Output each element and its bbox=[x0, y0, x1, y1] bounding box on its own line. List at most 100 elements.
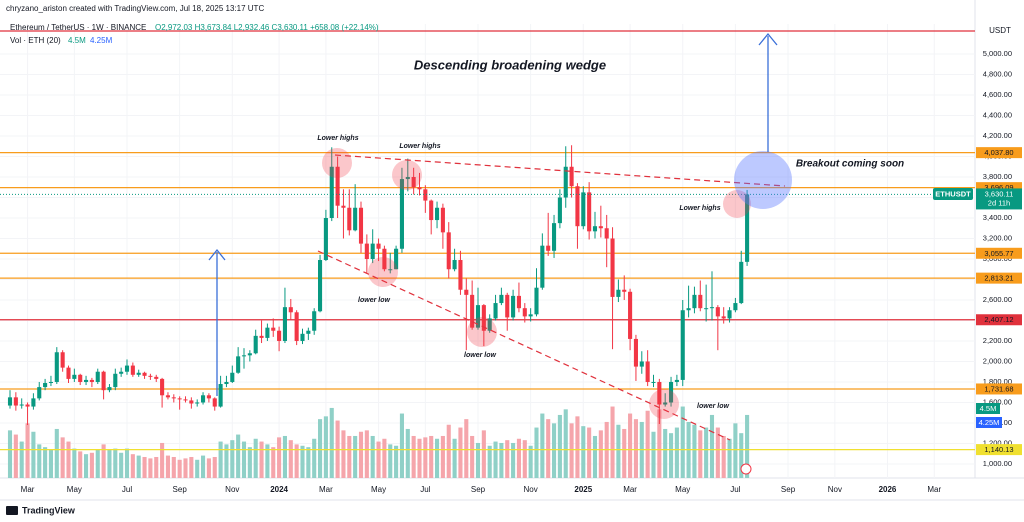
candle-body bbox=[107, 387, 112, 391]
candle-body bbox=[475, 305, 481, 328]
currency: USDT bbox=[989, 26, 1011, 35]
last-price-label: 3,630.11 bbox=[985, 189, 1014, 198]
level-label: 3,696.09 bbox=[984, 183, 1013, 192]
level-tag bbox=[976, 182, 1022, 194]
candle-body bbox=[288, 307, 293, 313]
annotation: lower low bbox=[358, 297, 390, 304]
x-tick-label: Mar bbox=[21, 485, 35, 494]
volume-bar bbox=[7, 430, 13, 478]
candle-body bbox=[119, 371, 124, 374]
volume-bar bbox=[37, 444, 42, 478]
x-tick-label: 2026 bbox=[879, 485, 897, 494]
volume-bar bbox=[25, 423, 30, 478]
candle-body bbox=[212, 398, 217, 407]
volume-bar bbox=[60, 437, 65, 478]
annotations: Descending broadening wedge Breakout com… bbox=[0, 4, 1024, 515]
candle-body bbox=[165, 395, 170, 398]
annotation: lower low bbox=[697, 403, 729, 410]
volume-bar bbox=[668, 433, 674, 478]
candle-body bbox=[142, 372, 147, 376]
candle-body bbox=[592, 226, 598, 232]
candle-body bbox=[663, 402, 668, 405]
x-tick-label: Mar bbox=[623, 485, 637, 494]
brand: TradingView bbox=[22, 505, 76, 515]
candle-body bbox=[440, 207, 445, 233]
arrow-head bbox=[758, 32, 778, 46]
volume-bar bbox=[236, 434, 241, 478]
candle-body bbox=[434, 207, 440, 221]
candle-body bbox=[48, 381, 53, 383]
candle-body bbox=[265, 327, 270, 338]
candle-body bbox=[622, 289, 627, 292]
candle-body bbox=[230, 372, 235, 382]
candle-body bbox=[13, 397, 18, 406]
candle-body bbox=[241, 355, 247, 357]
plot: 1,000.001,200.001,400.001,600.001,800.00… bbox=[0, 0, 1024, 494]
volume-bar bbox=[622, 428, 627, 478]
candle-body bbox=[551, 223, 557, 251]
volume-bar bbox=[130, 454, 135, 478]
candle-body bbox=[575, 186, 580, 227]
candle-body bbox=[347, 207, 352, 231]
candle-body bbox=[236, 356, 241, 373]
highlight bbox=[723, 190, 751, 218]
candle-body bbox=[312, 311, 317, 331]
candle-body bbox=[195, 402, 200, 404]
volume-bar bbox=[282, 435, 287, 478]
x-tick-label: May bbox=[371, 485, 386, 494]
volume-bar bbox=[522, 440, 527, 478]
candle-body bbox=[522, 308, 527, 317]
x-tick-label: Mar bbox=[927, 485, 941, 494]
candle-body bbox=[721, 316, 726, 319]
candle-body bbox=[505, 294, 510, 318]
candle-body bbox=[300, 333, 305, 341]
volume-bar bbox=[206, 458, 211, 478]
volume-bar bbox=[458, 427, 463, 478]
volume-bar bbox=[434, 438, 440, 478]
candle-body bbox=[177, 398, 182, 400]
candle-body bbox=[358, 207, 364, 244]
event-icon[interactable] bbox=[740, 463, 752, 475]
candle-body bbox=[487, 318, 492, 331]
volume-bar bbox=[440, 435, 445, 478]
annotation: lower low bbox=[464, 352, 496, 359]
x-tick-label: Nov bbox=[828, 485, 842, 494]
y-tick-label: 1,600.00 bbox=[983, 397, 1012, 406]
volume-bar bbox=[364, 430, 369, 478]
candle-body bbox=[148, 375, 153, 377]
volume-bar bbox=[651, 431, 656, 478]
volume-bar bbox=[288, 440, 293, 478]
y-tick-label: 1,000.00 bbox=[983, 459, 1012, 468]
volume-bar bbox=[294, 444, 299, 478]
candle-body bbox=[253, 335, 258, 354]
volume-bar bbox=[733, 423, 738, 478]
candle-body bbox=[604, 228, 609, 239]
highlight bbox=[392, 160, 422, 190]
candle-body bbox=[417, 187, 422, 190]
y-tick-label: 2,000.00 bbox=[983, 356, 1012, 365]
volume-bar bbox=[160, 442, 165, 478]
x-tick-label: Nov bbox=[524, 485, 538, 494]
volume-tag-text: 4.5M bbox=[980, 404, 997, 413]
level-label: 2,813.21 bbox=[984, 274, 1013, 283]
candle-body bbox=[364, 243, 369, 259]
level-label: 2,407.12 bbox=[984, 315, 1013, 324]
candle-body bbox=[60, 352, 65, 368]
volume-bar bbox=[745, 414, 750, 478]
candle-body bbox=[499, 294, 504, 304]
candle-body bbox=[282, 307, 287, 341]
volume-bar bbox=[218, 441, 223, 478]
volume-bar bbox=[388, 444, 393, 478]
candle-body bbox=[715, 307, 720, 317]
volume-bar bbox=[657, 409, 662, 478]
candle-body bbox=[598, 226, 603, 229]
volume-bar bbox=[154, 456, 159, 478]
candle-body bbox=[7, 397, 13, 406]
volume-bar bbox=[72, 448, 77, 478]
candle-body bbox=[587, 192, 592, 232]
candle-body bbox=[31, 398, 36, 407]
volume-bar bbox=[551, 423, 557, 478]
candle-body bbox=[651, 381, 656, 383]
candle-body bbox=[317, 260, 323, 312]
